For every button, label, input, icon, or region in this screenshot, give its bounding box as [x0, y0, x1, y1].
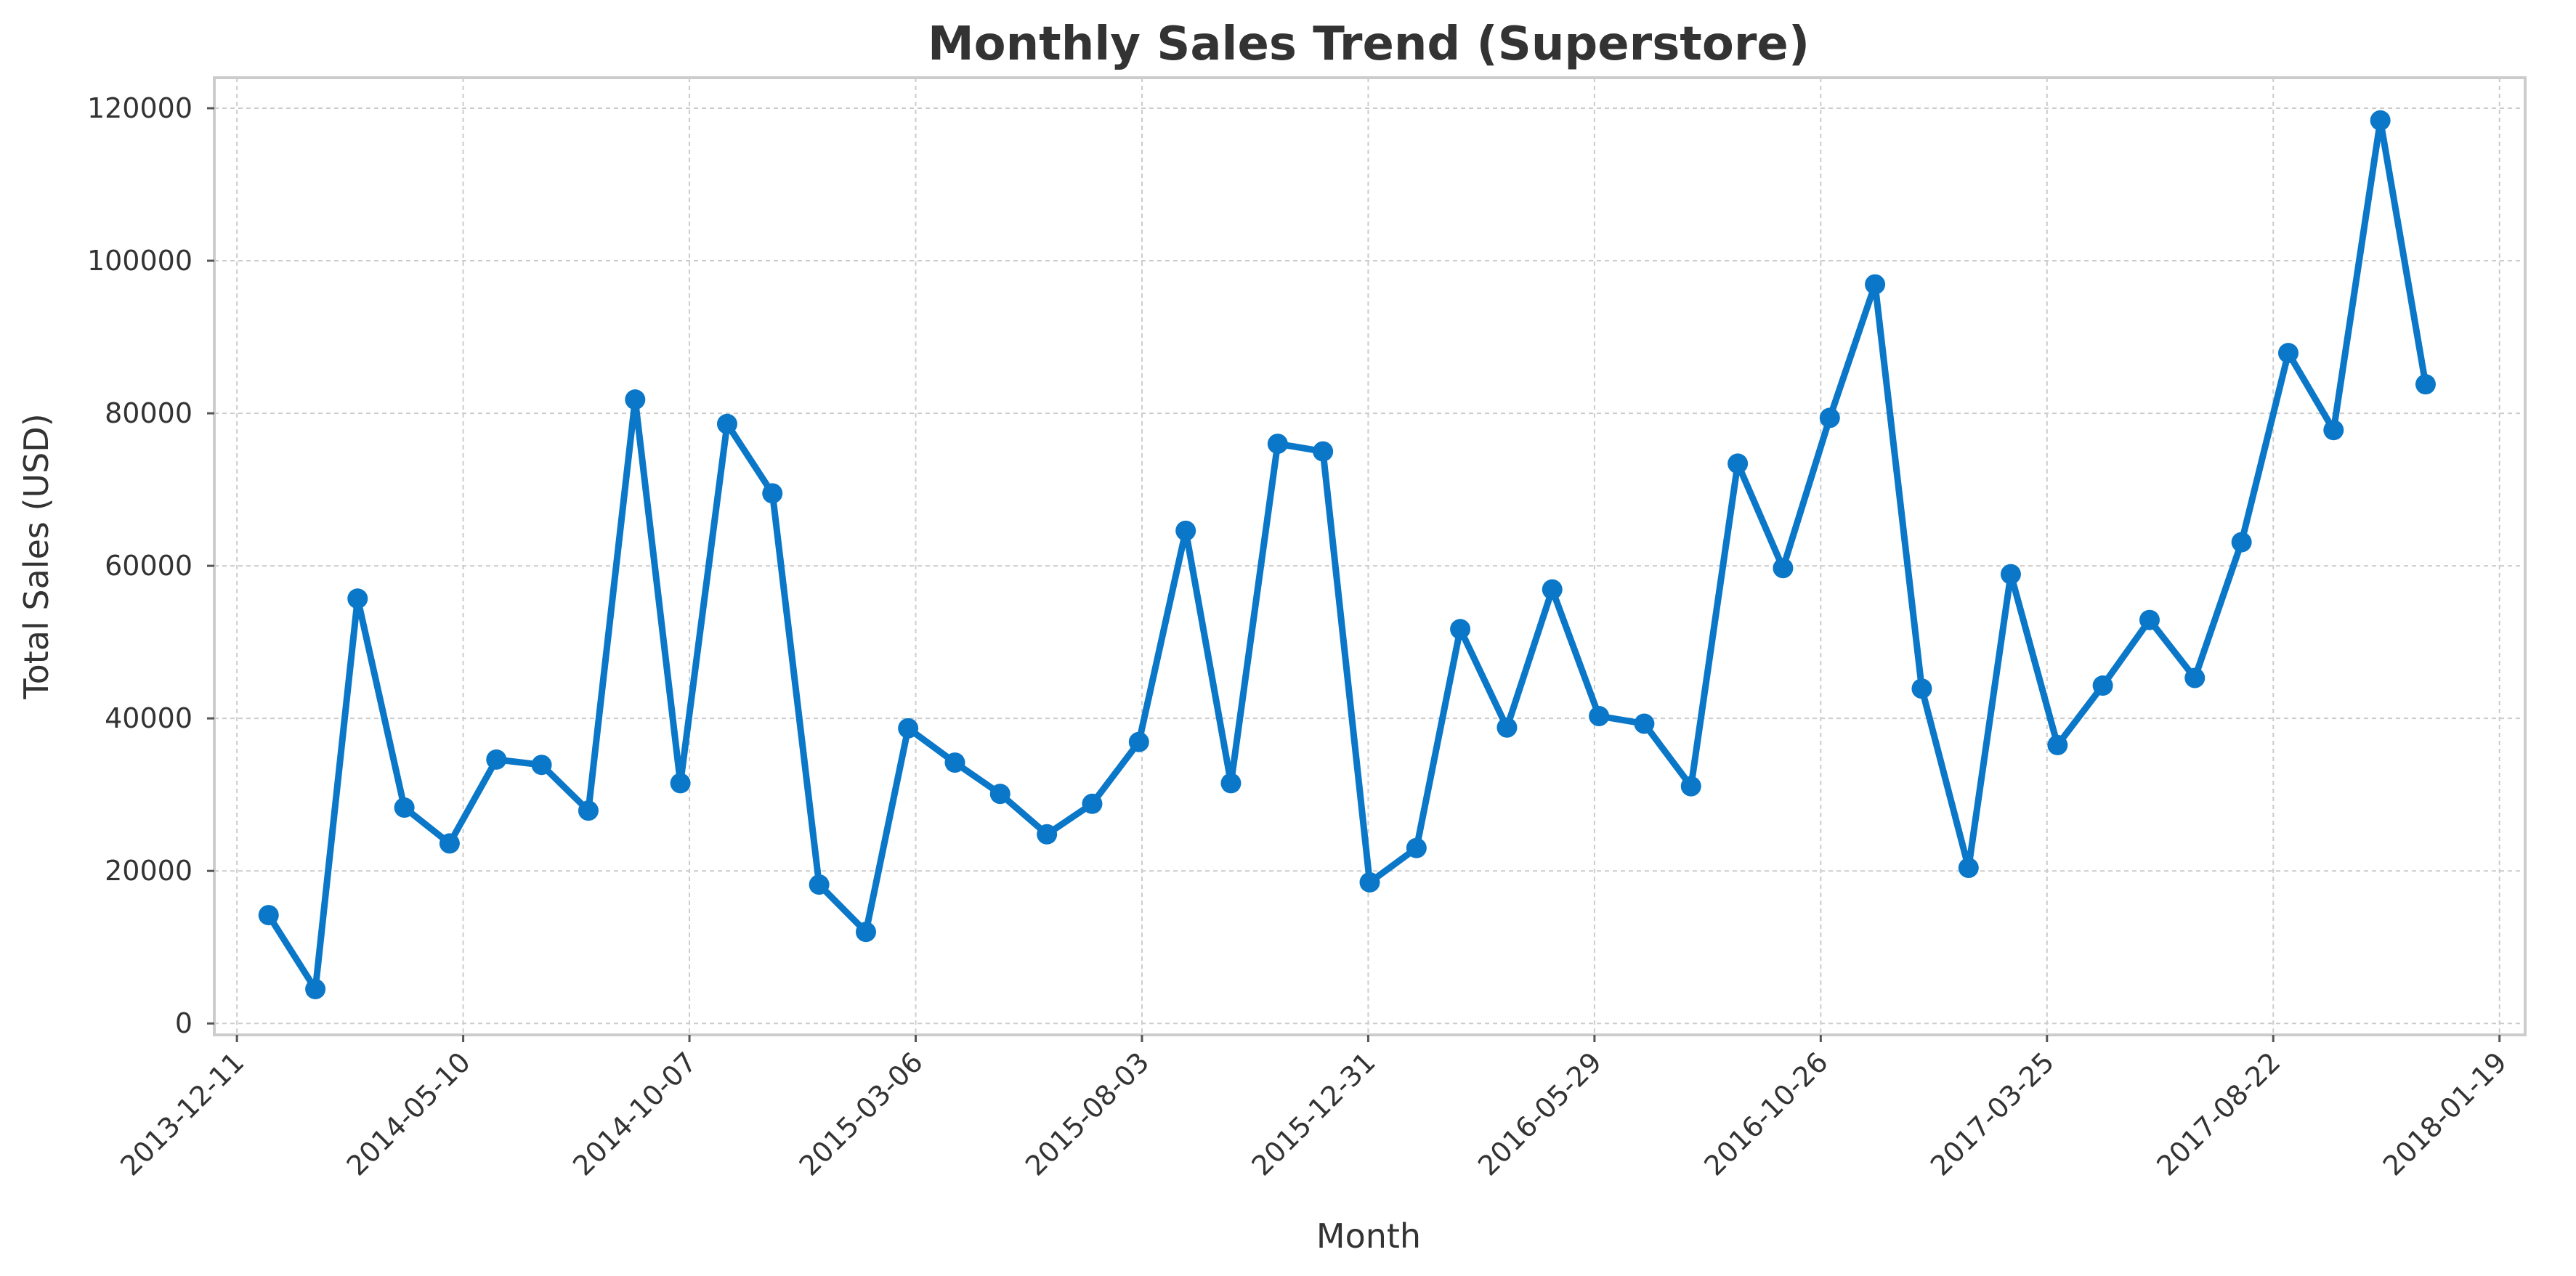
data-point — [2278, 343, 2299, 364]
data-point — [1175, 520, 1196, 541]
data-point — [1634, 713, 1655, 734]
y-tick-label: 100000 — [87, 245, 193, 277]
data-point — [1313, 441, 1334, 462]
data-point — [2139, 609, 2160, 630]
data-point — [2092, 675, 2113, 696]
data-point — [809, 874, 830, 895]
data-point — [486, 749, 507, 770]
data-point — [1542, 579, 1563, 600]
data-point — [394, 797, 415, 818]
data-point — [305, 978, 326, 999]
x-tick-label: 2014-05-10 — [341, 1046, 477, 1182]
data-point — [2415, 374, 2436, 395]
data-point — [439, 833, 460, 854]
x-axis-label: Month — [1316, 1216, 1421, 1256]
data-point — [2231, 532, 2252, 553]
y-tick-label: 0 — [175, 1007, 193, 1039]
y-axis: 0 20000 40000 60000 80000 100000 120000 — [87, 92, 214, 1039]
x-tick-label: 2015-08-03 — [1019, 1046, 1155, 1182]
x-tick-label: 2017-03-25 — [1924, 1046, 2060, 1182]
data-point — [1773, 558, 1794, 579]
data-point — [762, 483, 783, 504]
data-point — [944, 752, 965, 773]
data-point — [1128, 731, 1149, 752]
y-tick-label: 60000 — [105, 550, 193, 582]
x-tick-label: 2016-05-29 — [1472, 1046, 1608, 1182]
data-point — [2000, 564, 2021, 585]
data-point — [898, 718, 919, 739]
data-point — [1037, 824, 1058, 845]
data-point — [625, 389, 646, 410]
x-tick-label: 2018-01-19 — [2377, 1046, 2513, 1182]
data-point — [258, 905, 279, 926]
data-point — [1359, 871, 1380, 893]
data-point — [2184, 667, 2206, 688]
data-point — [2370, 110, 2391, 131]
x-axis: 2013-12-11 2014-05-10 2014-10-07 2015-03-06… — [114, 1035, 2513, 1182]
data-point — [1450, 619, 1471, 640]
data-point — [578, 800, 599, 821]
x-tick-label: 2013-12-11 — [114, 1046, 250, 1182]
data-point — [2047, 734, 2068, 755]
data-point — [1082, 793, 1103, 814]
data-point — [855, 922, 876, 943]
data-point — [1958, 858, 1979, 879]
data-point — [1496, 717, 1518, 738]
data-point — [1911, 678, 1932, 699]
data-point — [1865, 274, 1886, 295]
data-point — [1589, 706, 1610, 727]
data-point — [716, 413, 737, 434]
data-point — [1680, 776, 1701, 797]
y-tick-label: 120000 — [87, 92, 193, 124]
x-tick-label: 2017-08-22 — [2150, 1046, 2286, 1182]
x-tick-label: 2015-12-31 — [1246, 1046, 1382, 1182]
y-tick-label: 40000 — [105, 702, 193, 734]
data-point — [1728, 453, 1749, 474]
x-tick-label: 2014-10-07 — [567, 1046, 702, 1182]
y-axis-label: Total Sales (USD) — [17, 413, 56, 699]
series-group — [258, 110, 2436, 999]
data-point — [989, 784, 1010, 805]
data-point — [1220, 773, 1242, 794]
data-point — [1819, 407, 1840, 428]
chart-title: Monthly Sales Trend (Superstore) — [928, 17, 1810, 71]
series-line — [265, 117, 2429, 993]
y-tick-label: 20000 — [105, 855, 193, 887]
data-point — [2323, 420, 2344, 441]
plot-frame — [213, 76, 2527, 1036]
x-tick-label: 2015-03-06 — [793, 1046, 929, 1182]
data-point — [531, 755, 552, 776]
data-point — [670, 773, 691, 794]
data-point — [1406, 837, 1427, 858]
y-tick-label: 80000 — [105, 397, 193, 429]
data-point — [347, 588, 368, 609]
data-point — [1267, 434, 1288, 455]
x-tick-label: 2016-10-26 — [1698, 1046, 1834, 1182]
